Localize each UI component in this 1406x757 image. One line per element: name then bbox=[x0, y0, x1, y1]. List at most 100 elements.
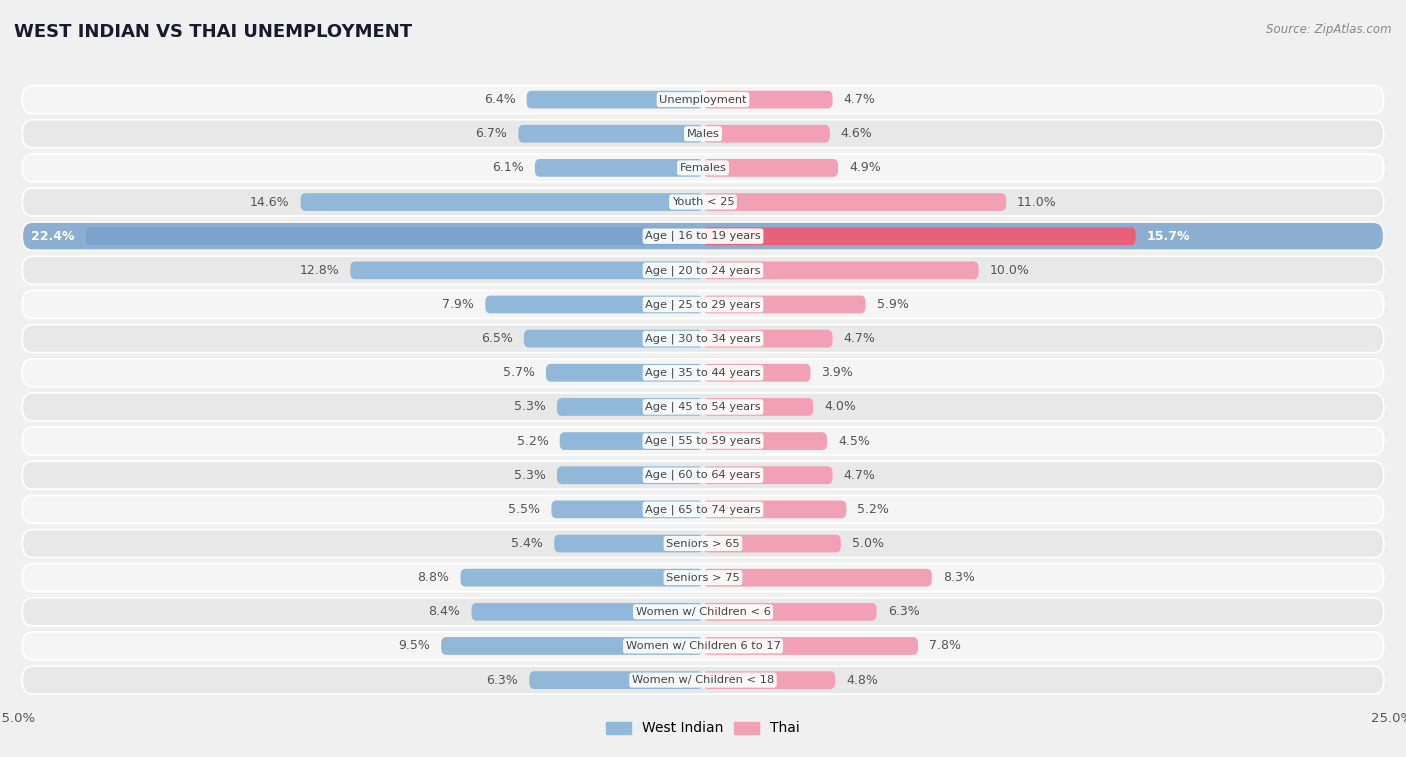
Text: Youth < 25: Youth < 25 bbox=[672, 197, 734, 207]
FancyBboxPatch shape bbox=[22, 359, 1384, 387]
FancyBboxPatch shape bbox=[22, 188, 1384, 216]
FancyBboxPatch shape bbox=[560, 432, 703, 450]
FancyBboxPatch shape bbox=[22, 257, 1384, 285]
Text: 4.6%: 4.6% bbox=[841, 127, 873, 140]
FancyBboxPatch shape bbox=[703, 500, 846, 519]
Text: 5.3%: 5.3% bbox=[515, 400, 546, 413]
Text: 4.8%: 4.8% bbox=[846, 674, 879, 687]
FancyBboxPatch shape bbox=[22, 393, 1384, 421]
FancyBboxPatch shape bbox=[22, 666, 1384, 694]
FancyBboxPatch shape bbox=[22, 223, 1384, 251]
FancyBboxPatch shape bbox=[546, 364, 703, 382]
Text: 5.4%: 5.4% bbox=[512, 537, 543, 550]
Text: 7.9%: 7.9% bbox=[443, 298, 474, 311]
FancyBboxPatch shape bbox=[22, 461, 1384, 489]
Text: Age | 45 to 54 years: Age | 45 to 54 years bbox=[645, 402, 761, 412]
FancyBboxPatch shape bbox=[22, 598, 1384, 626]
Text: 8.8%: 8.8% bbox=[418, 572, 450, 584]
FancyBboxPatch shape bbox=[350, 261, 703, 279]
Text: 6.3%: 6.3% bbox=[887, 606, 920, 618]
Text: 5.0%: 5.0% bbox=[852, 537, 884, 550]
Text: Seniors > 75: Seniors > 75 bbox=[666, 572, 740, 583]
Text: 8.4%: 8.4% bbox=[429, 606, 461, 618]
FancyBboxPatch shape bbox=[22, 427, 1384, 455]
FancyBboxPatch shape bbox=[703, 637, 918, 655]
FancyBboxPatch shape bbox=[485, 295, 703, 313]
FancyBboxPatch shape bbox=[301, 193, 703, 211]
Text: 10.0%: 10.0% bbox=[990, 264, 1029, 277]
FancyBboxPatch shape bbox=[703, 159, 838, 177]
FancyBboxPatch shape bbox=[22, 632, 1384, 660]
Text: 5.7%: 5.7% bbox=[503, 366, 534, 379]
FancyBboxPatch shape bbox=[703, 534, 841, 553]
Legend: West Indian, Thai: West Indian, Thai bbox=[600, 716, 806, 741]
FancyBboxPatch shape bbox=[22, 564, 1384, 592]
Text: 4.5%: 4.5% bbox=[838, 435, 870, 447]
Text: 5.9%: 5.9% bbox=[876, 298, 908, 311]
Text: 4.7%: 4.7% bbox=[844, 93, 876, 106]
Text: Females: Females bbox=[679, 163, 727, 173]
Text: Source: ZipAtlas.com: Source: ZipAtlas.com bbox=[1267, 23, 1392, 36]
Text: Unemployment: Unemployment bbox=[659, 95, 747, 104]
FancyBboxPatch shape bbox=[703, 364, 810, 382]
FancyBboxPatch shape bbox=[557, 398, 703, 416]
Text: 5.2%: 5.2% bbox=[517, 435, 548, 447]
FancyBboxPatch shape bbox=[527, 91, 703, 108]
Text: 4.0%: 4.0% bbox=[824, 400, 856, 413]
Text: Age | 30 to 34 years: Age | 30 to 34 years bbox=[645, 333, 761, 344]
Text: Age | 60 to 64 years: Age | 60 to 64 years bbox=[645, 470, 761, 481]
FancyBboxPatch shape bbox=[703, 193, 1007, 211]
FancyBboxPatch shape bbox=[703, 671, 835, 689]
Text: 5.3%: 5.3% bbox=[515, 469, 546, 481]
Text: Women w/ Children 6 to 17: Women w/ Children 6 to 17 bbox=[626, 641, 780, 651]
FancyBboxPatch shape bbox=[703, 330, 832, 347]
FancyBboxPatch shape bbox=[22, 120, 1384, 148]
FancyBboxPatch shape bbox=[703, 603, 876, 621]
Text: 6.3%: 6.3% bbox=[486, 674, 519, 687]
Text: 12.8%: 12.8% bbox=[299, 264, 339, 277]
FancyBboxPatch shape bbox=[551, 500, 703, 519]
FancyBboxPatch shape bbox=[557, 466, 703, 484]
Text: Women w/ Children < 18: Women w/ Children < 18 bbox=[631, 675, 775, 685]
Text: Seniors > 65: Seniors > 65 bbox=[666, 538, 740, 549]
FancyBboxPatch shape bbox=[22, 86, 1384, 114]
FancyBboxPatch shape bbox=[703, 432, 827, 450]
Text: 14.6%: 14.6% bbox=[250, 195, 290, 208]
Text: 22.4%: 22.4% bbox=[31, 229, 75, 243]
Text: 15.7%: 15.7% bbox=[1147, 229, 1189, 243]
Text: Age | 55 to 59 years: Age | 55 to 59 years bbox=[645, 436, 761, 447]
Text: 3.9%: 3.9% bbox=[821, 366, 853, 379]
FancyBboxPatch shape bbox=[703, 398, 813, 416]
Text: WEST INDIAN VS THAI UNEMPLOYMENT: WEST INDIAN VS THAI UNEMPLOYMENT bbox=[14, 23, 412, 41]
Text: Age | 16 to 19 years: Age | 16 to 19 years bbox=[645, 231, 761, 241]
FancyBboxPatch shape bbox=[471, 603, 703, 621]
Text: 4.7%: 4.7% bbox=[844, 469, 876, 481]
Text: Males: Males bbox=[686, 129, 720, 139]
FancyBboxPatch shape bbox=[461, 569, 703, 587]
FancyBboxPatch shape bbox=[703, 227, 1136, 245]
FancyBboxPatch shape bbox=[703, 295, 866, 313]
FancyBboxPatch shape bbox=[534, 159, 703, 177]
FancyBboxPatch shape bbox=[703, 466, 832, 484]
FancyBboxPatch shape bbox=[524, 330, 703, 347]
Text: 6.1%: 6.1% bbox=[492, 161, 524, 174]
Text: Age | 20 to 24 years: Age | 20 to 24 years bbox=[645, 265, 761, 276]
Text: 5.2%: 5.2% bbox=[858, 503, 889, 516]
FancyBboxPatch shape bbox=[519, 125, 703, 142]
FancyBboxPatch shape bbox=[22, 495, 1384, 523]
FancyBboxPatch shape bbox=[703, 569, 932, 587]
FancyBboxPatch shape bbox=[22, 291, 1384, 319]
FancyBboxPatch shape bbox=[703, 125, 830, 142]
FancyBboxPatch shape bbox=[703, 261, 979, 279]
FancyBboxPatch shape bbox=[22, 154, 1384, 182]
FancyBboxPatch shape bbox=[554, 534, 703, 553]
Text: 4.7%: 4.7% bbox=[844, 332, 876, 345]
FancyBboxPatch shape bbox=[530, 671, 703, 689]
FancyBboxPatch shape bbox=[441, 637, 703, 655]
Text: 9.5%: 9.5% bbox=[398, 640, 430, 653]
FancyBboxPatch shape bbox=[22, 325, 1384, 353]
Text: Age | 25 to 29 years: Age | 25 to 29 years bbox=[645, 299, 761, 310]
Text: 6.7%: 6.7% bbox=[475, 127, 508, 140]
FancyBboxPatch shape bbox=[86, 227, 703, 245]
Text: 5.5%: 5.5% bbox=[509, 503, 540, 516]
